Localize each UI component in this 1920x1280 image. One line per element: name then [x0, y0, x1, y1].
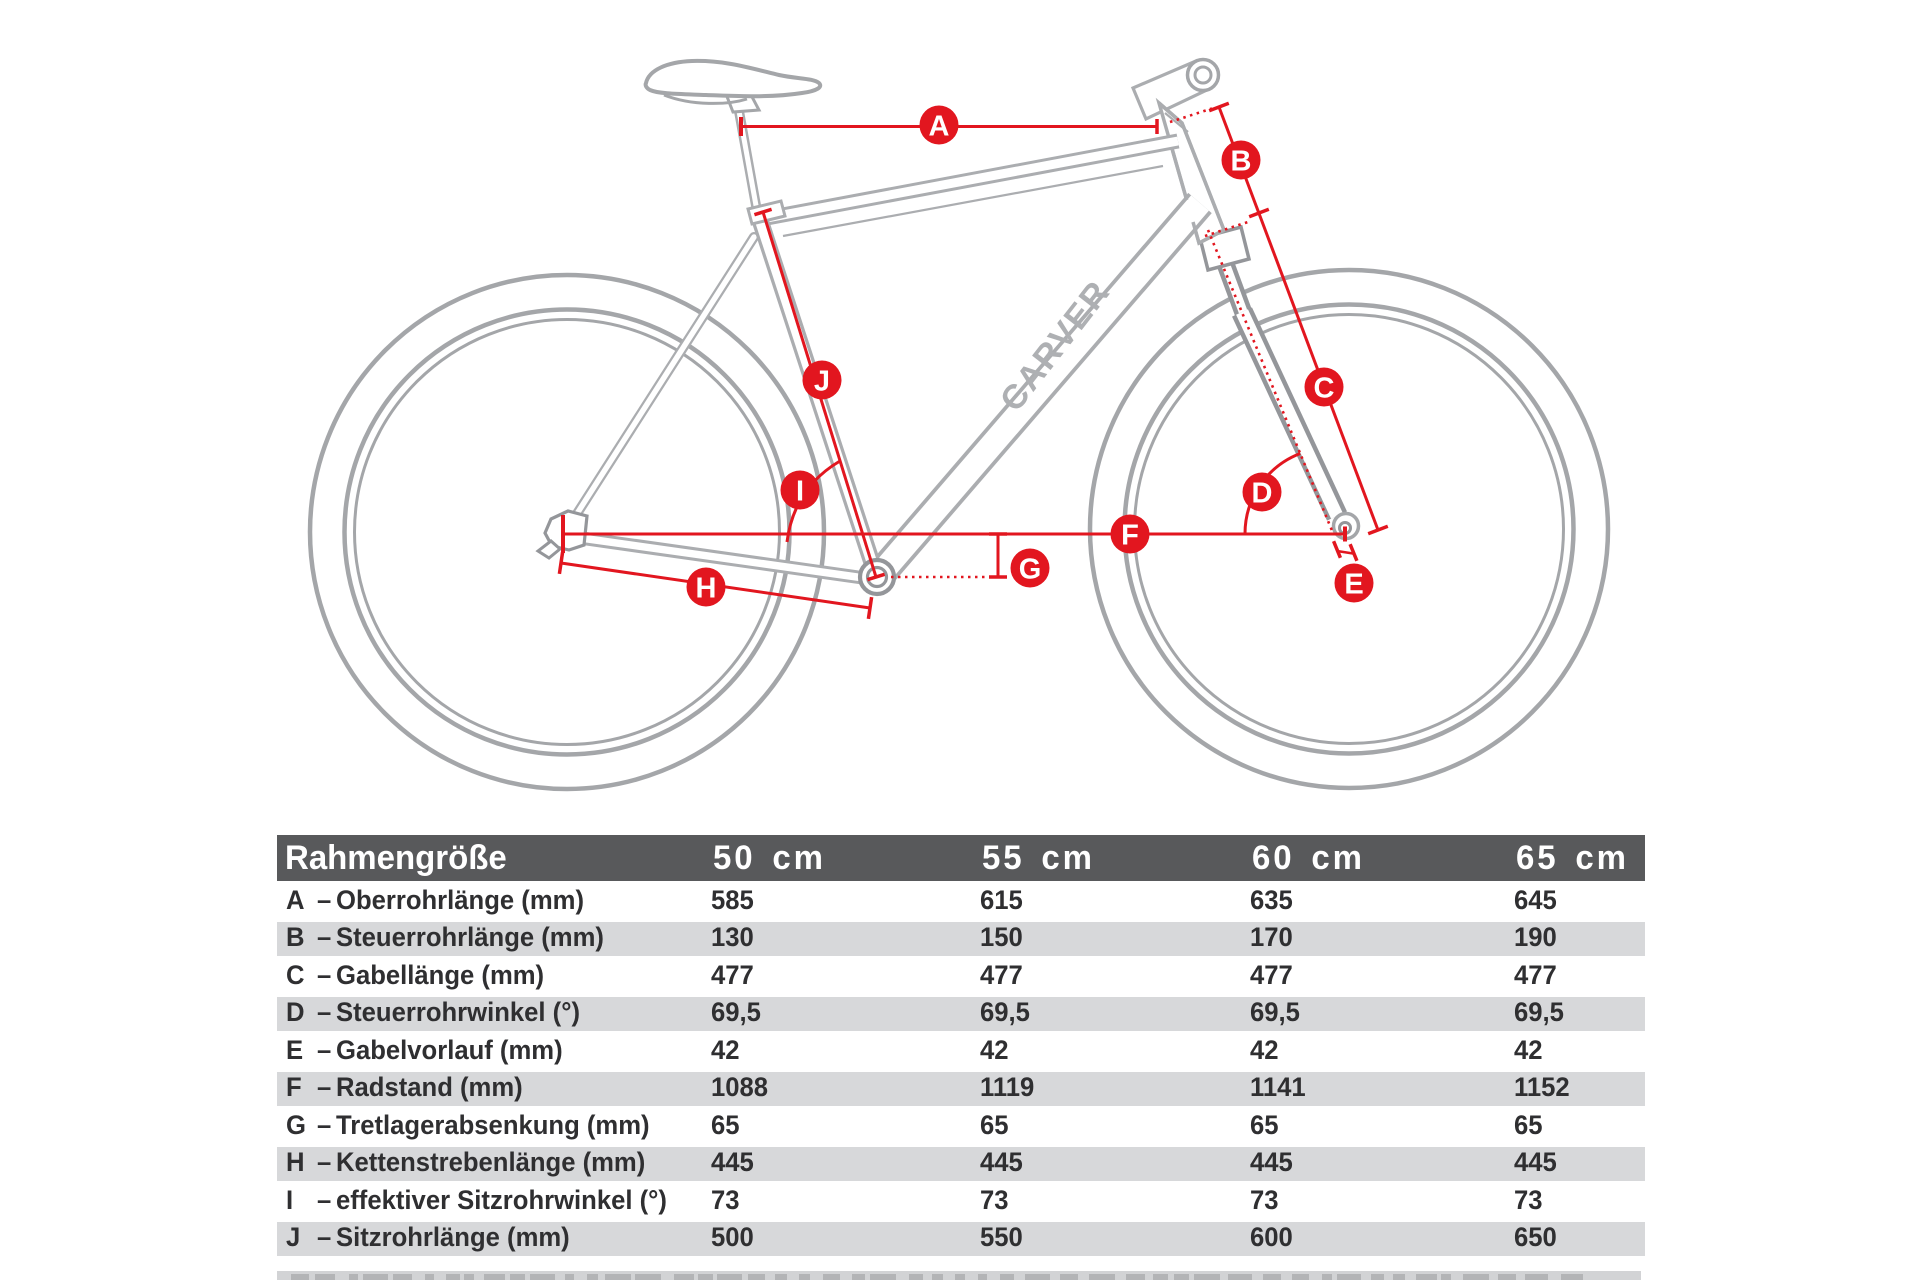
svg-text:J: J — [814, 366, 830, 398]
svg-text:H: H — [696, 573, 717, 605]
svg-text:CARVER: CARVER — [993, 273, 1118, 419]
svg-text:E: E — [1344, 569, 1363, 601]
svg-text:C: C — [1314, 373, 1335, 405]
svg-text:D: D — [1252, 478, 1273, 510]
svg-text:A: A — [929, 111, 950, 143]
svg-text:G: G — [1019, 554, 1042, 586]
svg-text:B: B — [1231, 146, 1252, 178]
svg-text:I: I — [796, 476, 804, 508]
svg-text:F: F — [1121, 520, 1139, 552]
